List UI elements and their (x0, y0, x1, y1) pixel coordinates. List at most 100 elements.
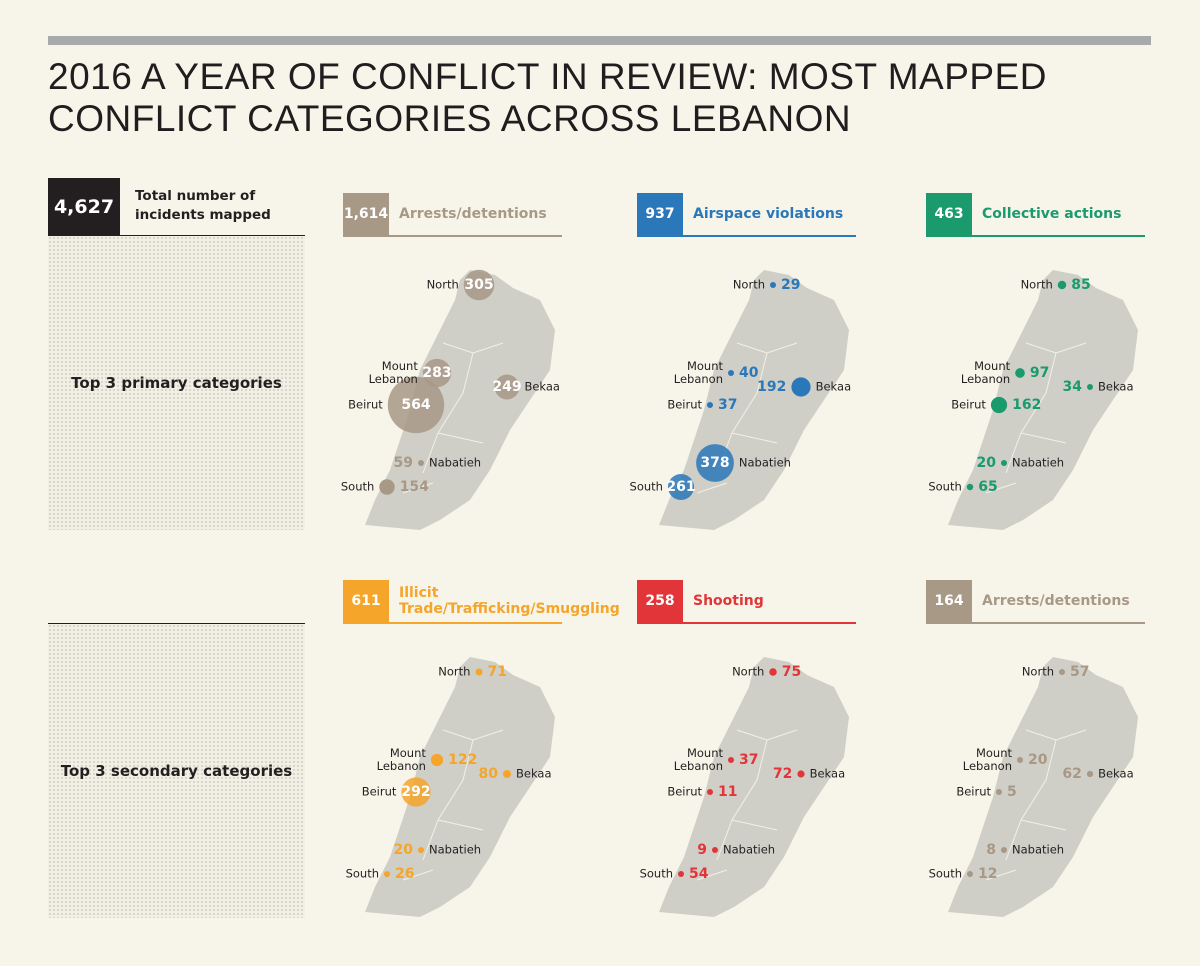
map (365, 657, 555, 917)
panel-header: 1,614 Arrests/detentions (343, 193, 562, 237)
top-bar (48, 36, 1151, 45)
bubble (1015, 368, 1025, 378)
panel-category: Illicit Trade/Trafficking/Smuggling (399, 585, 620, 617)
region-name: Nabatieh (1012, 842, 1065, 857)
bubble (728, 370, 734, 376)
bubble (707, 402, 713, 408)
region-name: Beirut (348, 397, 383, 412)
map-panel: 463 Collective actions North 85 Mount Lebano… (926, 193, 1145, 553)
bubble (667, 473, 695, 501)
region-value: 72 (772, 766, 793, 782)
total-count: 4,627 (48, 178, 120, 236)
bubble (1086, 770, 1094, 778)
region-name: Bekaa (524, 379, 560, 394)
region-name: North (732, 664, 765, 679)
bubble (712, 847, 718, 853)
region-value: 80 (478, 766, 498, 782)
panel-header: 611 Illicit Trade/Trafficking/Smuggling (343, 580, 620, 624)
region-value: 97 (1029, 365, 1050, 381)
region-value: 62 (1062, 766, 1082, 782)
title: 2016 A YEAR OF CONFLICT IN REVIEW: MOST … (48, 56, 1047, 139)
region-name: Bekaa (815, 379, 852, 394)
region-name: South (340, 479, 375, 494)
region-value: 59 (393, 455, 413, 471)
region-name: Bekaa (1098, 379, 1134, 394)
bubble (1001, 460, 1007, 466)
region-value: 261 (666, 479, 696, 495)
region-name: Nabatieh (1012, 455, 1065, 470)
region-name: Beirut (667, 397, 702, 412)
district-borders (696, 729, 798, 881)
district-borders (402, 342, 504, 494)
region-name: North (1020, 277, 1053, 292)
region-name: Bekaa (809, 766, 846, 781)
map (948, 270, 1138, 530)
region-value: 192 (757, 379, 787, 395)
region-value: 378 (700, 455, 730, 471)
region-value: 20 (976, 455, 996, 471)
bubble (387, 376, 445, 434)
lebanon-shape (659, 657, 849, 917)
panel-header: 258 Shooting (637, 580, 856, 624)
region-name: Beirut (667, 784, 702, 799)
region-value: 37 (718, 397, 738, 413)
bubble (1001, 847, 1007, 853)
region-name: Beirut (951, 397, 986, 412)
bubble (503, 770, 511, 778)
region-value: 20 (1028, 752, 1048, 768)
panel-category: Shooting (693, 593, 764, 609)
panel-category: Collective actions (982, 206, 1122, 222)
panel-count: 611 (343, 580, 389, 622)
region-name: Mount Lebanon (368, 359, 418, 386)
panel-count: 937 (637, 193, 683, 235)
lebanon-shape (948, 657, 1138, 917)
bubble (475, 668, 483, 676)
lebanon-shape (948, 270, 1138, 530)
region-value: 154 (399, 479, 429, 495)
panel-count: 1,614 (343, 193, 389, 235)
region-name: Mount Lebanon (962, 746, 1012, 773)
region-value: 85 (1071, 277, 1091, 293)
bubble (770, 282, 776, 288)
bubble (401, 777, 431, 807)
region-name: Mount Lebanon (960, 359, 1011, 386)
region-name: Bekaa (516, 766, 552, 781)
row-label: Top 3 primary categories (48, 236, 305, 530)
region-name: Beirut (361, 784, 397, 799)
bubble (430, 753, 444, 767)
region-value: 57 (1070, 664, 1090, 680)
region-name: Nabatieh (429, 455, 482, 470)
map (365, 269, 555, 530)
bubble (418, 847, 424, 853)
map-panel: 937 Airspace violations North 29 Mount Leban… (630, 193, 856, 553)
bubble (728, 757, 734, 763)
map-panel: 611 Illicit Trade/Trafficking/Smuggling No… (343, 580, 620, 940)
panel-count: 164 (926, 580, 972, 622)
region-value: 65 (978, 479, 998, 495)
region-value: 564 (401, 397, 431, 413)
panel-header: 937 Airspace violations (637, 193, 856, 237)
bubble (418, 460, 424, 466)
map-panel: 164 Arrests/detentions North 57 Mount Lebano… (926, 580, 1145, 940)
region-name: Mount Lebanon (376, 746, 426, 773)
bubble (494, 374, 520, 400)
region-value: 20 (393, 842, 413, 858)
district-borders (985, 729, 1087, 881)
region-value: 54 (689, 866, 709, 882)
region-name: North (732, 277, 765, 292)
lebanon-shape (365, 270, 555, 530)
region-value: 29 (781, 277, 801, 293)
region-name: North (1021, 664, 1054, 679)
region-value: 5 (1007, 784, 1017, 800)
region-name: South (928, 479, 962, 494)
region-name: Nabatieh (738, 455, 791, 470)
bubble (990, 396, 1008, 414)
bubble (1017, 757, 1023, 763)
bubble (463, 269, 495, 301)
bubble (696, 444, 734, 482)
region-name: Nabatieh (429, 842, 482, 857)
bubble (678, 871, 684, 877)
map (659, 270, 849, 530)
divider (48, 623, 305, 624)
